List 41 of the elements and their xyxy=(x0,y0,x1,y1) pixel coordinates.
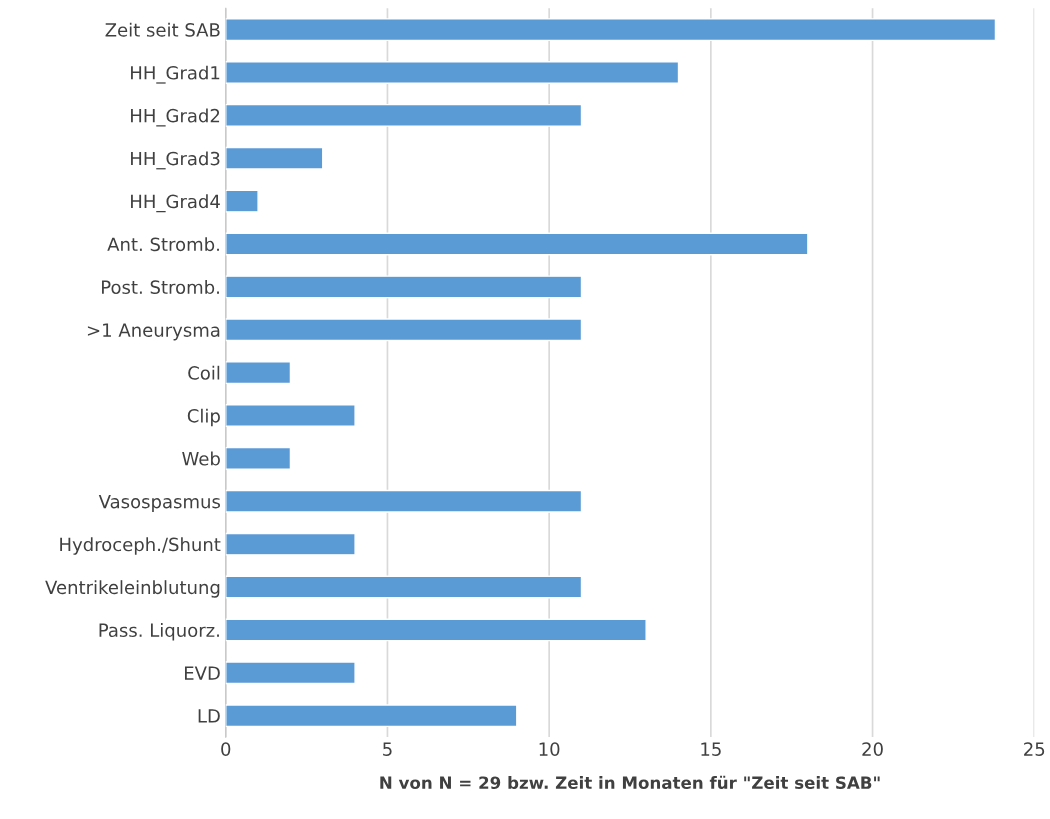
bar xyxy=(225,532,356,556)
y-tick-label: Vasospasmus xyxy=(98,494,221,512)
y-tick-label: HH_Grad1 xyxy=(131,65,220,84)
x-tick-label: 15 xyxy=(701,742,721,756)
y-tick-label: HH_Grad3 xyxy=(131,151,220,170)
bar xyxy=(225,18,997,42)
x-tick-label: 10 xyxy=(539,742,560,756)
bar xyxy=(225,232,809,256)
bar xyxy=(225,318,583,342)
bar xyxy=(225,404,356,427)
y-tick-label: Pass. Liquorz. xyxy=(99,623,219,641)
x-tick-label: 20 xyxy=(862,742,883,756)
y-tick-label: Ant. Stromb. xyxy=(107,237,219,252)
x-axis-title: N von N = 29 bzw. Zeit in Monaten für "Zeit seit SAB" xyxy=(380,775,880,789)
y-tick-label: Ventrikeleinblutung xyxy=(45,580,220,598)
y-tick-label: HH_Grad4 xyxy=(131,194,220,213)
bar xyxy=(225,146,324,170)
bar xyxy=(225,704,518,728)
x-tick-label: 25 xyxy=(1024,742,1045,756)
bar xyxy=(225,661,356,685)
bar xyxy=(225,189,259,213)
y-tick-label: Clip xyxy=(187,408,220,427)
x-tick-label: 5 xyxy=(383,742,392,756)
y-tick-label: >1 Aneurysma xyxy=(87,323,220,341)
y-tick-label: Post. Stromb. xyxy=(102,280,219,295)
bar xyxy=(225,61,680,84)
y-tick-label: Coil xyxy=(188,365,220,380)
bar xyxy=(225,275,583,299)
y-tick-label: Web xyxy=(182,451,220,466)
bar xyxy=(225,446,292,470)
y-tick-label: LD xyxy=(198,709,220,723)
y-tick-label: Zeit seit SAB xyxy=(105,22,220,37)
y-tick-label: EVD xyxy=(185,666,220,680)
bar xyxy=(225,103,583,127)
y-tick-label: Hydroceph./Shunt xyxy=(60,537,221,555)
x-tick-label: 0 xyxy=(221,742,231,756)
y-tick-label: HH_Grad2 xyxy=(131,108,220,127)
bar xyxy=(225,361,292,385)
bar xyxy=(225,489,583,513)
bar xyxy=(225,618,647,642)
bar xyxy=(225,575,583,599)
